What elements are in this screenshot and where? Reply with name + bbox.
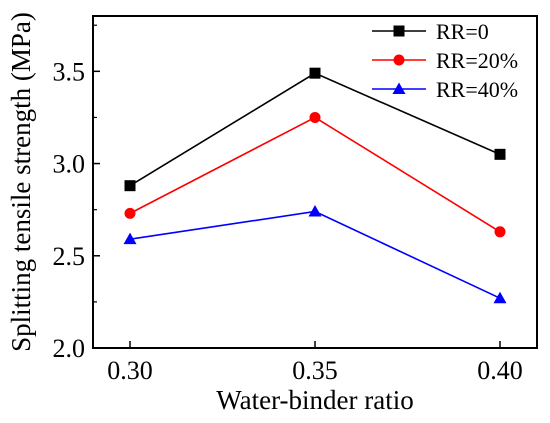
data-point [123, 232, 137, 245]
axis-ticks: 0.30 0.35 0.40 2.0 2.5 3.0 3.5 [53, 24, 523, 385]
data-point [493, 291, 507, 304]
data-point [124, 207, 136, 219]
y-tick-label: 3.5 [53, 57, 86, 86]
legend-label: RR=40% [436, 77, 518, 102]
series-3 [123, 205, 507, 304]
legend: RR=0 RR=20% RR=40% [372, 19, 518, 102]
data-point [124, 180, 136, 192]
y-tick-label: 2.5 [53, 242, 86, 271]
y-tick-label: 2.0 [53, 334, 86, 363]
legend-label: RR=0 [436, 19, 489, 44]
data-point [494, 148, 506, 160]
series-line [129, 210, 501, 299]
data-point [309, 111, 321, 123]
data-point [308, 205, 322, 217]
legend-marker [393, 25, 405, 37]
legend-marker [392, 82, 406, 94]
data-point [309, 67, 321, 79]
series-1 [124, 67, 506, 192]
data-point [494, 226, 506, 238]
legend-label: RR=20% [436, 48, 518, 73]
legend-entry: RR=0 [372, 19, 489, 44]
legend-entry: RR=20% [372, 48, 518, 73]
series-2 [124, 111, 506, 238]
legend-entry: RR=40% [372, 77, 518, 102]
legend-marker [393, 54, 405, 66]
y-tick-label: 3.0 [53, 150, 86, 179]
x-tick-label: 0.40 [477, 356, 523, 385]
x-tick-label: 0.30 [107, 356, 153, 385]
y-axis-title: Splitting tensile strength (MPa) [6, 12, 36, 352]
series-layer [123, 67, 507, 304]
x-axis-title: Water-binder ratio [216, 385, 413, 415]
x-tick-label: 0.35 [292, 356, 338, 385]
